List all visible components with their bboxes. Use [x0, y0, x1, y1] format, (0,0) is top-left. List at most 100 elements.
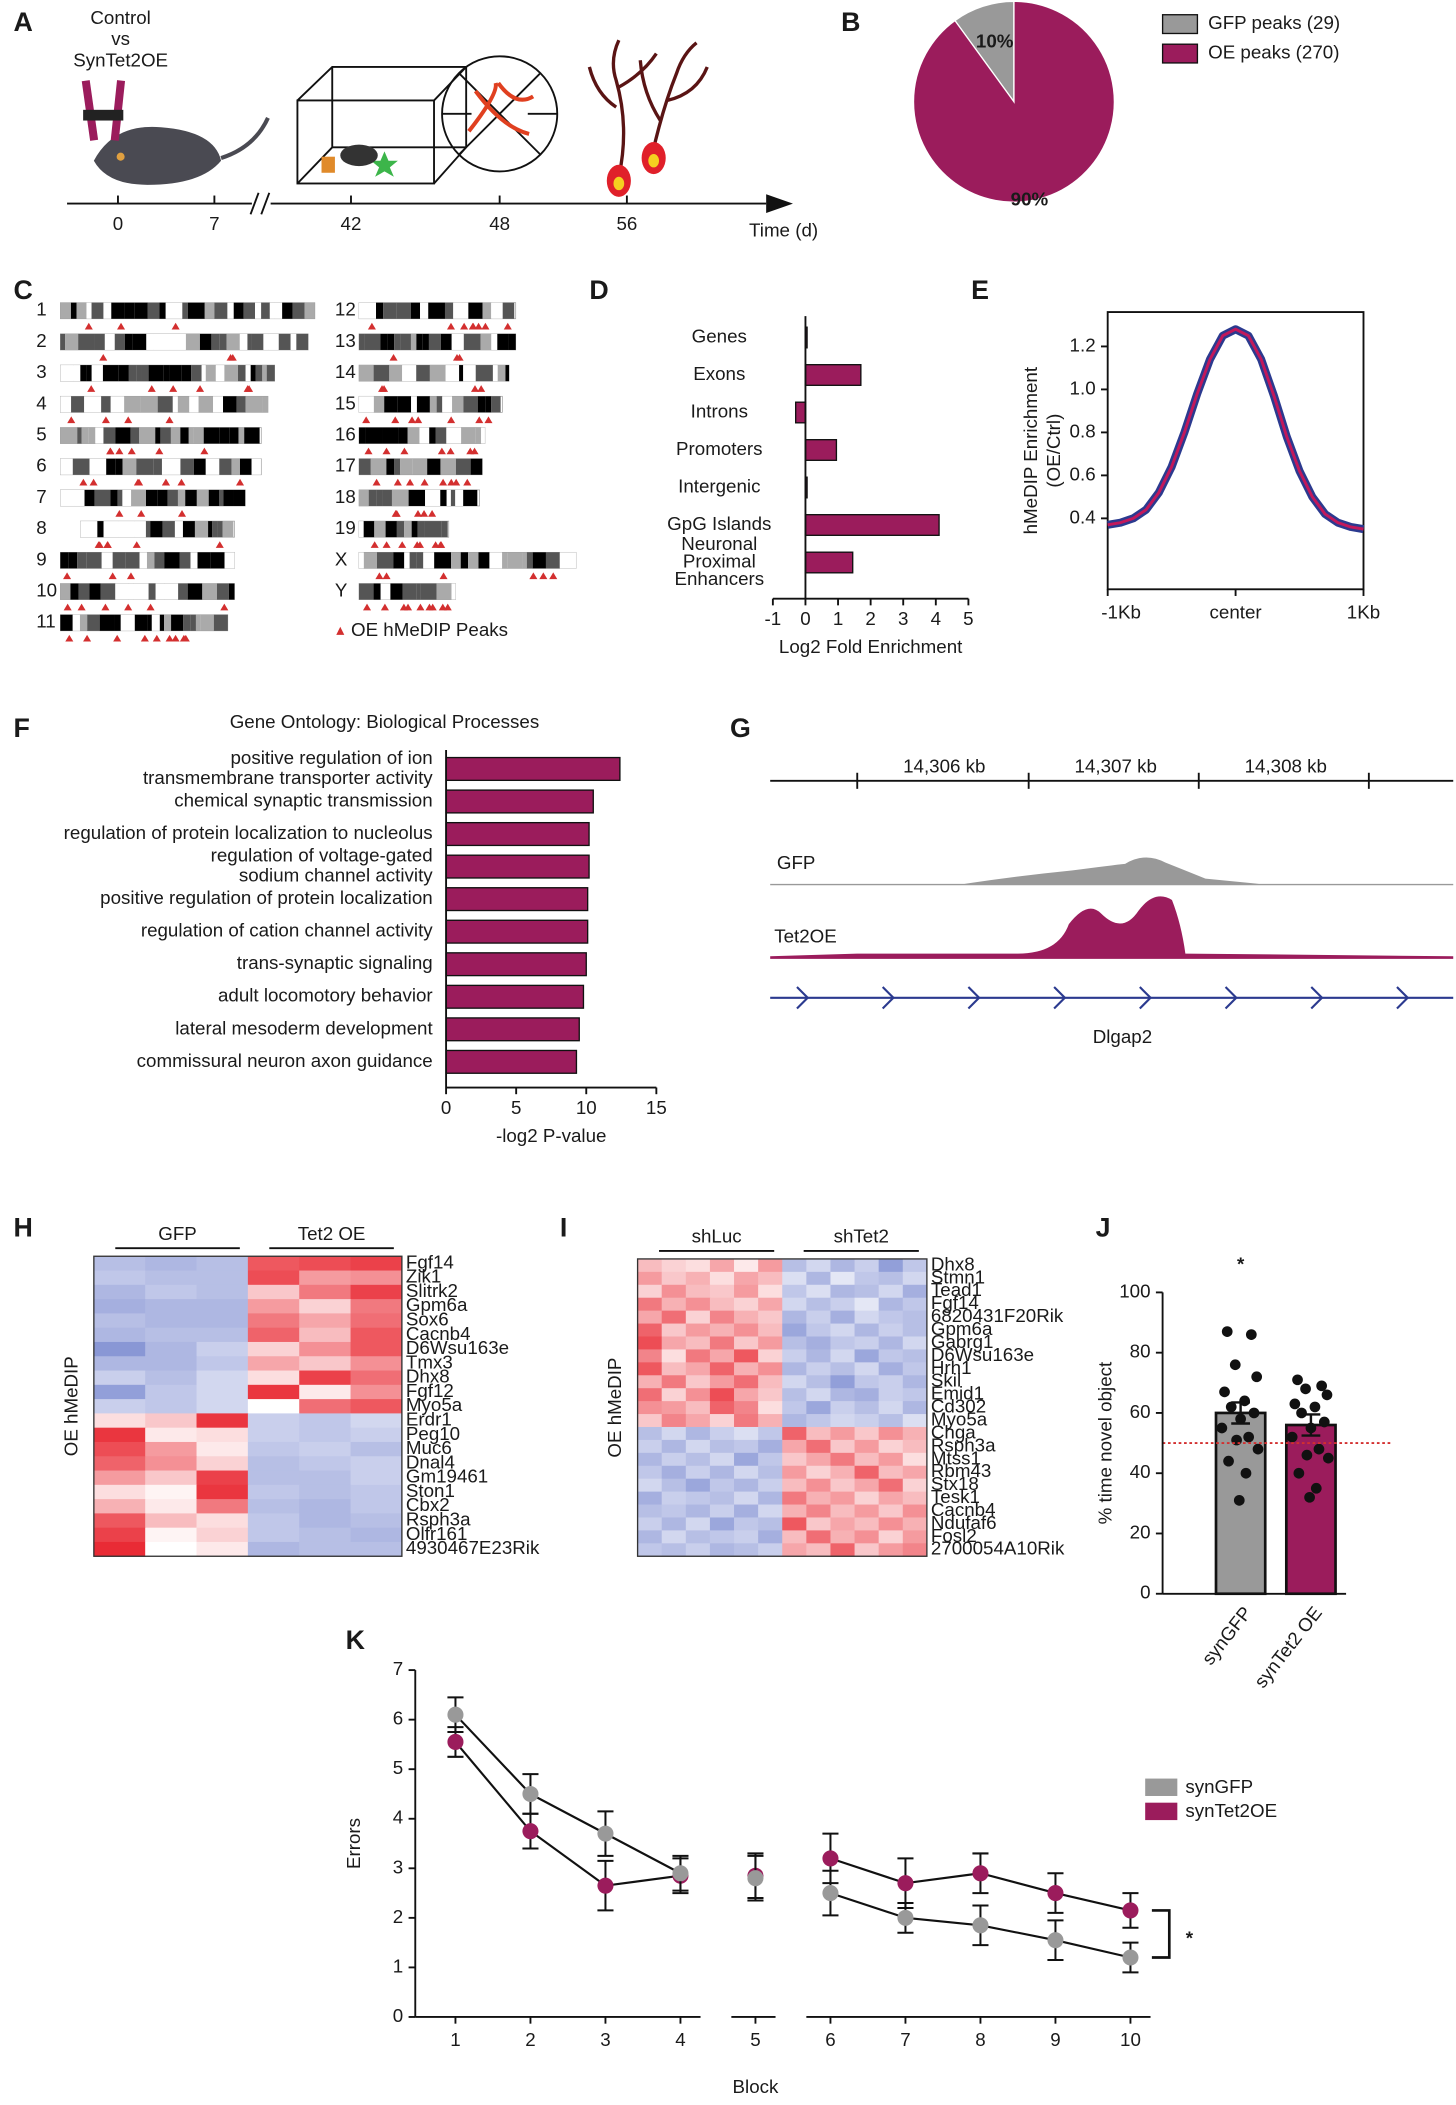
heatmap-cell: [709, 1452, 735, 1467]
gene-label: Skil: [931, 1370, 961, 1391]
band: [482, 302, 492, 319]
band: [130, 427, 140, 444]
band: [124, 302, 135, 319]
peak-marker: [113, 634, 122, 642]
heatmap-cell: [685, 1323, 711, 1338]
heatmap-cell: [734, 1478, 759, 1493]
band: [278, 333, 291, 350]
peak-marker: [474, 322, 483, 330]
heatmap-cell: [709, 1439, 735, 1454]
band: [147, 614, 152, 631]
band: [396, 302, 411, 319]
heatmap-cell: [782, 1452, 807, 1467]
category-label: positive regulation of protein localizat…: [100, 887, 433, 908]
heatmap-cell: [782, 1414, 807, 1428]
band: [180, 427, 189, 444]
heatmap-cell: [247, 1270, 300, 1286]
heatmap-cell: [299, 1541, 352, 1557]
mouse-body: [93, 126, 222, 185]
data-point: [972, 1865, 989, 1882]
heatmap-cell: [709, 1465, 735, 1480]
nucleus: [648, 154, 660, 168]
band: [450, 489, 456, 506]
heatmap-cell: [299, 1256, 352, 1272]
band: [147, 302, 160, 319]
band: [429, 365, 446, 382]
chromosome-label: 9: [36, 548, 46, 569]
heatmap-cell: [247, 1513, 300, 1529]
heatmap-cell: [299, 1341, 352, 1357]
chromosome-label: 13: [335, 330, 356, 351]
band: [359, 489, 369, 506]
heatmap-cell: [299, 1484, 352, 1500]
peak-marker: [101, 603, 110, 611]
maze: [441, 55, 559, 173]
gene-label: Tmx3: [406, 1351, 453, 1372]
band: [444, 302, 454, 319]
heatmap-cell: [830, 1452, 856, 1467]
band: [373, 583, 381, 600]
heatmap-cell: [661, 1349, 687, 1363]
gene-label: Dlgap2: [1093, 1026, 1152, 1047]
band: [190, 552, 198, 569]
gene-label: Myo5a: [931, 1408, 988, 1429]
peak-marker: [126, 572, 135, 580]
data-point: [1316, 1380, 1327, 1392]
panel-label: J: [1096, 1213, 1111, 1243]
band: [60, 427, 78, 444]
band: [451, 583, 456, 600]
heatmap-cell: [902, 1323, 928, 1338]
heatmap-cell: [685, 1478, 711, 1493]
peak-marker: [391, 416, 400, 424]
timeline-illustration: [67, 39, 793, 215]
peak-marker: [460, 322, 469, 330]
x-tick-label: 5: [963, 608, 973, 629]
strand-arrows: [796, 986, 1410, 1010]
heatmap-cell: [902, 1530, 928, 1544]
band: [70, 583, 79, 600]
plot-frame: [1106, 311, 1365, 591]
gene-label: Sox6: [406, 1308, 449, 1329]
band: [376, 552, 394, 569]
peak-marker: [399, 603, 408, 611]
heatmap-cell: [661, 1310, 687, 1325]
error-bar: [1231, 1401, 1250, 1425]
heatmap-cell: [299, 1499, 352, 1514]
category-label: GpG Islands: [667, 513, 771, 534]
peak-marker: [196, 385, 205, 392]
band: [199, 333, 212, 350]
heatmap-cell: [247, 1399, 300, 1414]
data-point: [672, 1865, 689, 1882]
gene-label: Gabrg1: [931, 1331, 994, 1352]
heatmap-cell: [902, 1310, 928, 1325]
band: [436, 583, 452, 600]
peak-marker: [94, 541, 103, 548]
band: [117, 489, 123, 506]
band: [118, 521, 135, 538]
heatmap-cell: [806, 1401, 831, 1415]
heatmap-cell: [758, 1478, 783, 1493]
heatmap-cell: [637, 1336, 663, 1350]
gene-label: Olfr161: [406, 1523, 468, 1544]
heatmap-cell: [734, 1452, 759, 1467]
band: [86, 302, 92, 319]
peak-marker: [200, 447, 209, 455]
heatmap-cell: [878, 1336, 904, 1350]
band: [226, 333, 240, 350]
band: [359, 521, 364, 538]
heatmap-cell: [902, 1465, 928, 1480]
heatmap-cell: [806, 1336, 831, 1350]
heatmap-cell: [145, 1356, 198, 1372]
heatmap-cell: [196, 1441, 249, 1457]
heatmap-cell: [709, 1414, 735, 1428]
heatmap-cell: [806, 1284, 831, 1299]
heatmap-cell: [299, 1513, 352, 1529]
heatmap-cell: [685, 1465, 711, 1480]
band: [434, 552, 452, 569]
category-label: Genes: [692, 325, 747, 346]
heatmap-cell: [247, 1541, 300, 1557]
heatmap-cell: [196, 1413, 249, 1429]
panel-label: G: [730, 713, 751, 743]
heatmap-cell: [734, 1504, 759, 1519]
band: [72, 614, 80, 631]
